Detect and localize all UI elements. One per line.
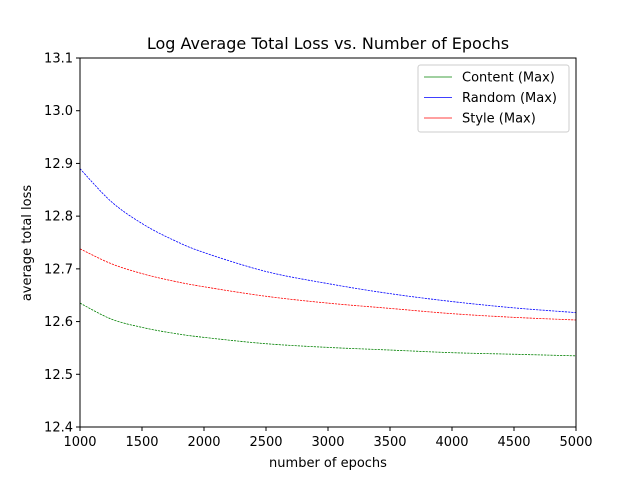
legend-box [417,64,570,133]
series-line-content-max [79,302,577,357]
y-tick-label: 12.6 [44,315,73,330]
y-tick-label: 12.5 [44,368,73,383]
chart-title: Log Average Total Loss vs. Number of Epo… [147,34,509,53]
series-line-style-max [79,248,577,321]
x-tick-label: 4000 [435,435,468,450]
y-tick-label: 13.0 [44,104,73,119]
x-axis-label: number of epochs [269,456,387,471]
x-tick-label: 3000 [311,435,344,450]
legend-label-style-max: Style (Max) [462,112,536,127]
y-axis-ticks: 12.4 12.5 12.6 12.7 12.8 12.9 13.0 13.1 [44,52,80,436]
y-tick-label: 12.9 [44,157,73,172]
x-tick-label: 1000 [63,435,96,450]
series-line-random-max [79,168,577,314]
legend: Content (Max) Random (Max) Style (Max) [417,64,570,133]
x-axis-ticks: 1000 1500 2000 2500 3000 3500 4000 4500 5000 [63,427,593,450]
legend-label-content-max: Content (Max) [462,71,555,86]
y-axis-label: average total loss [20,185,35,302]
x-tick-label: 5000 [559,435,592,450]
plot-frame [79,57,577,428]
x-tick-label: 2000 [187,435,220,450]
x-tick-label: 3500 [373,435,406,450]
x-tick-label: 4500 [497,435,530,450]
series-layer [79,168,577,357]
y-tick-label: 12.7 [44,262,73,277]
y-tick-label: 12.8 [44,210,73,225]
y-tick-label: 12.4 [44,421,73,436]
legend-label-random-max: Random (Max) [462,91,557,106]
y-tick-label: 13.1 [44,52,73,67]
x-tick-label: 1500 [125,435,158,450]
x-tick-label: 2500 [249,435,282,450]
